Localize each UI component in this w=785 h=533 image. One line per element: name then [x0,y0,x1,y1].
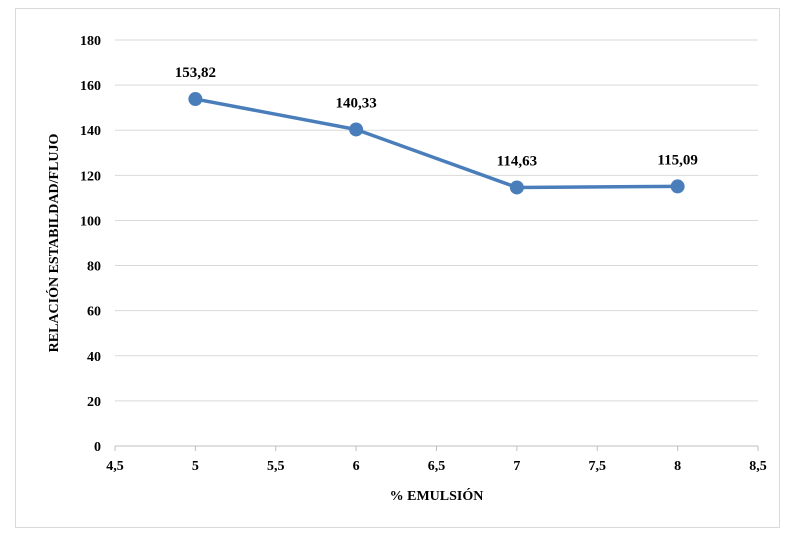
x-tick-label: 8 [674,459,681,474]
x-tick-label: 5 [192,459,199,474]
gridlines [115,39,758,402]
x-tick-label: 6 [353,459,360,474]
y-tick-label: 40 [87,350,101,365]
y-tick-label: 120 [80,169,101,184]
data-point [349,122,364,137]
x-tick-label: 4,5 [106,459,124,474]
y-tick-label: 80 [87,260,101,275]
series-group [188,92,685,195]
x-tick-label: 8,5 [749,459,767,474]
x-axis-title: % EMULSIÓN [390,487,484,504]
x-tick-label: 5,5 [267,459,285,474]
y-tick-label: 100 [80,214,101,229]
data-label: 153,82 [175,65,216,81]
data-label: 115,09 [657,152,697,168]
data-point [670,179,685,194]
data-point [188,92,203,107]
y-tick-label: 180 [80,34,101,49]
y-tick-label: 20 [87,395,101,410]
data-label: 140,33 [336,95,377,111]
y-tick-label: 140 [80,124,101,139]
data-labels: 153,82 140,33 114,63 115,09 [175,65,698,169]
y-tick-label: 0 [94,440,101,455]
y-axis-title: RELACIÓN ESTABILDAD/FLUJO [45,134,62,353]
tick-labels: 0 20 40 60 80 100 120 140 160 180 4,5 5 5,5 6 6,5 7 7,5 8… [80,34,767,474]
series-line [195,97,678,190]
data-point [509,180,524,195]
y-tick-label: 60 [87,305,101,320]
data-label: 114,63 [497,153,537,169]
x-tick-label: 6,5 [428,459,446,474]
y-tick-label: 160 [80,79,101,94]
axes [114,445,759,451]
chart-frame [15,8,780,528]
x-tick-label: 7 [513,459,520,474]
x-tick-label: 7,5 [589,459,607,474]
